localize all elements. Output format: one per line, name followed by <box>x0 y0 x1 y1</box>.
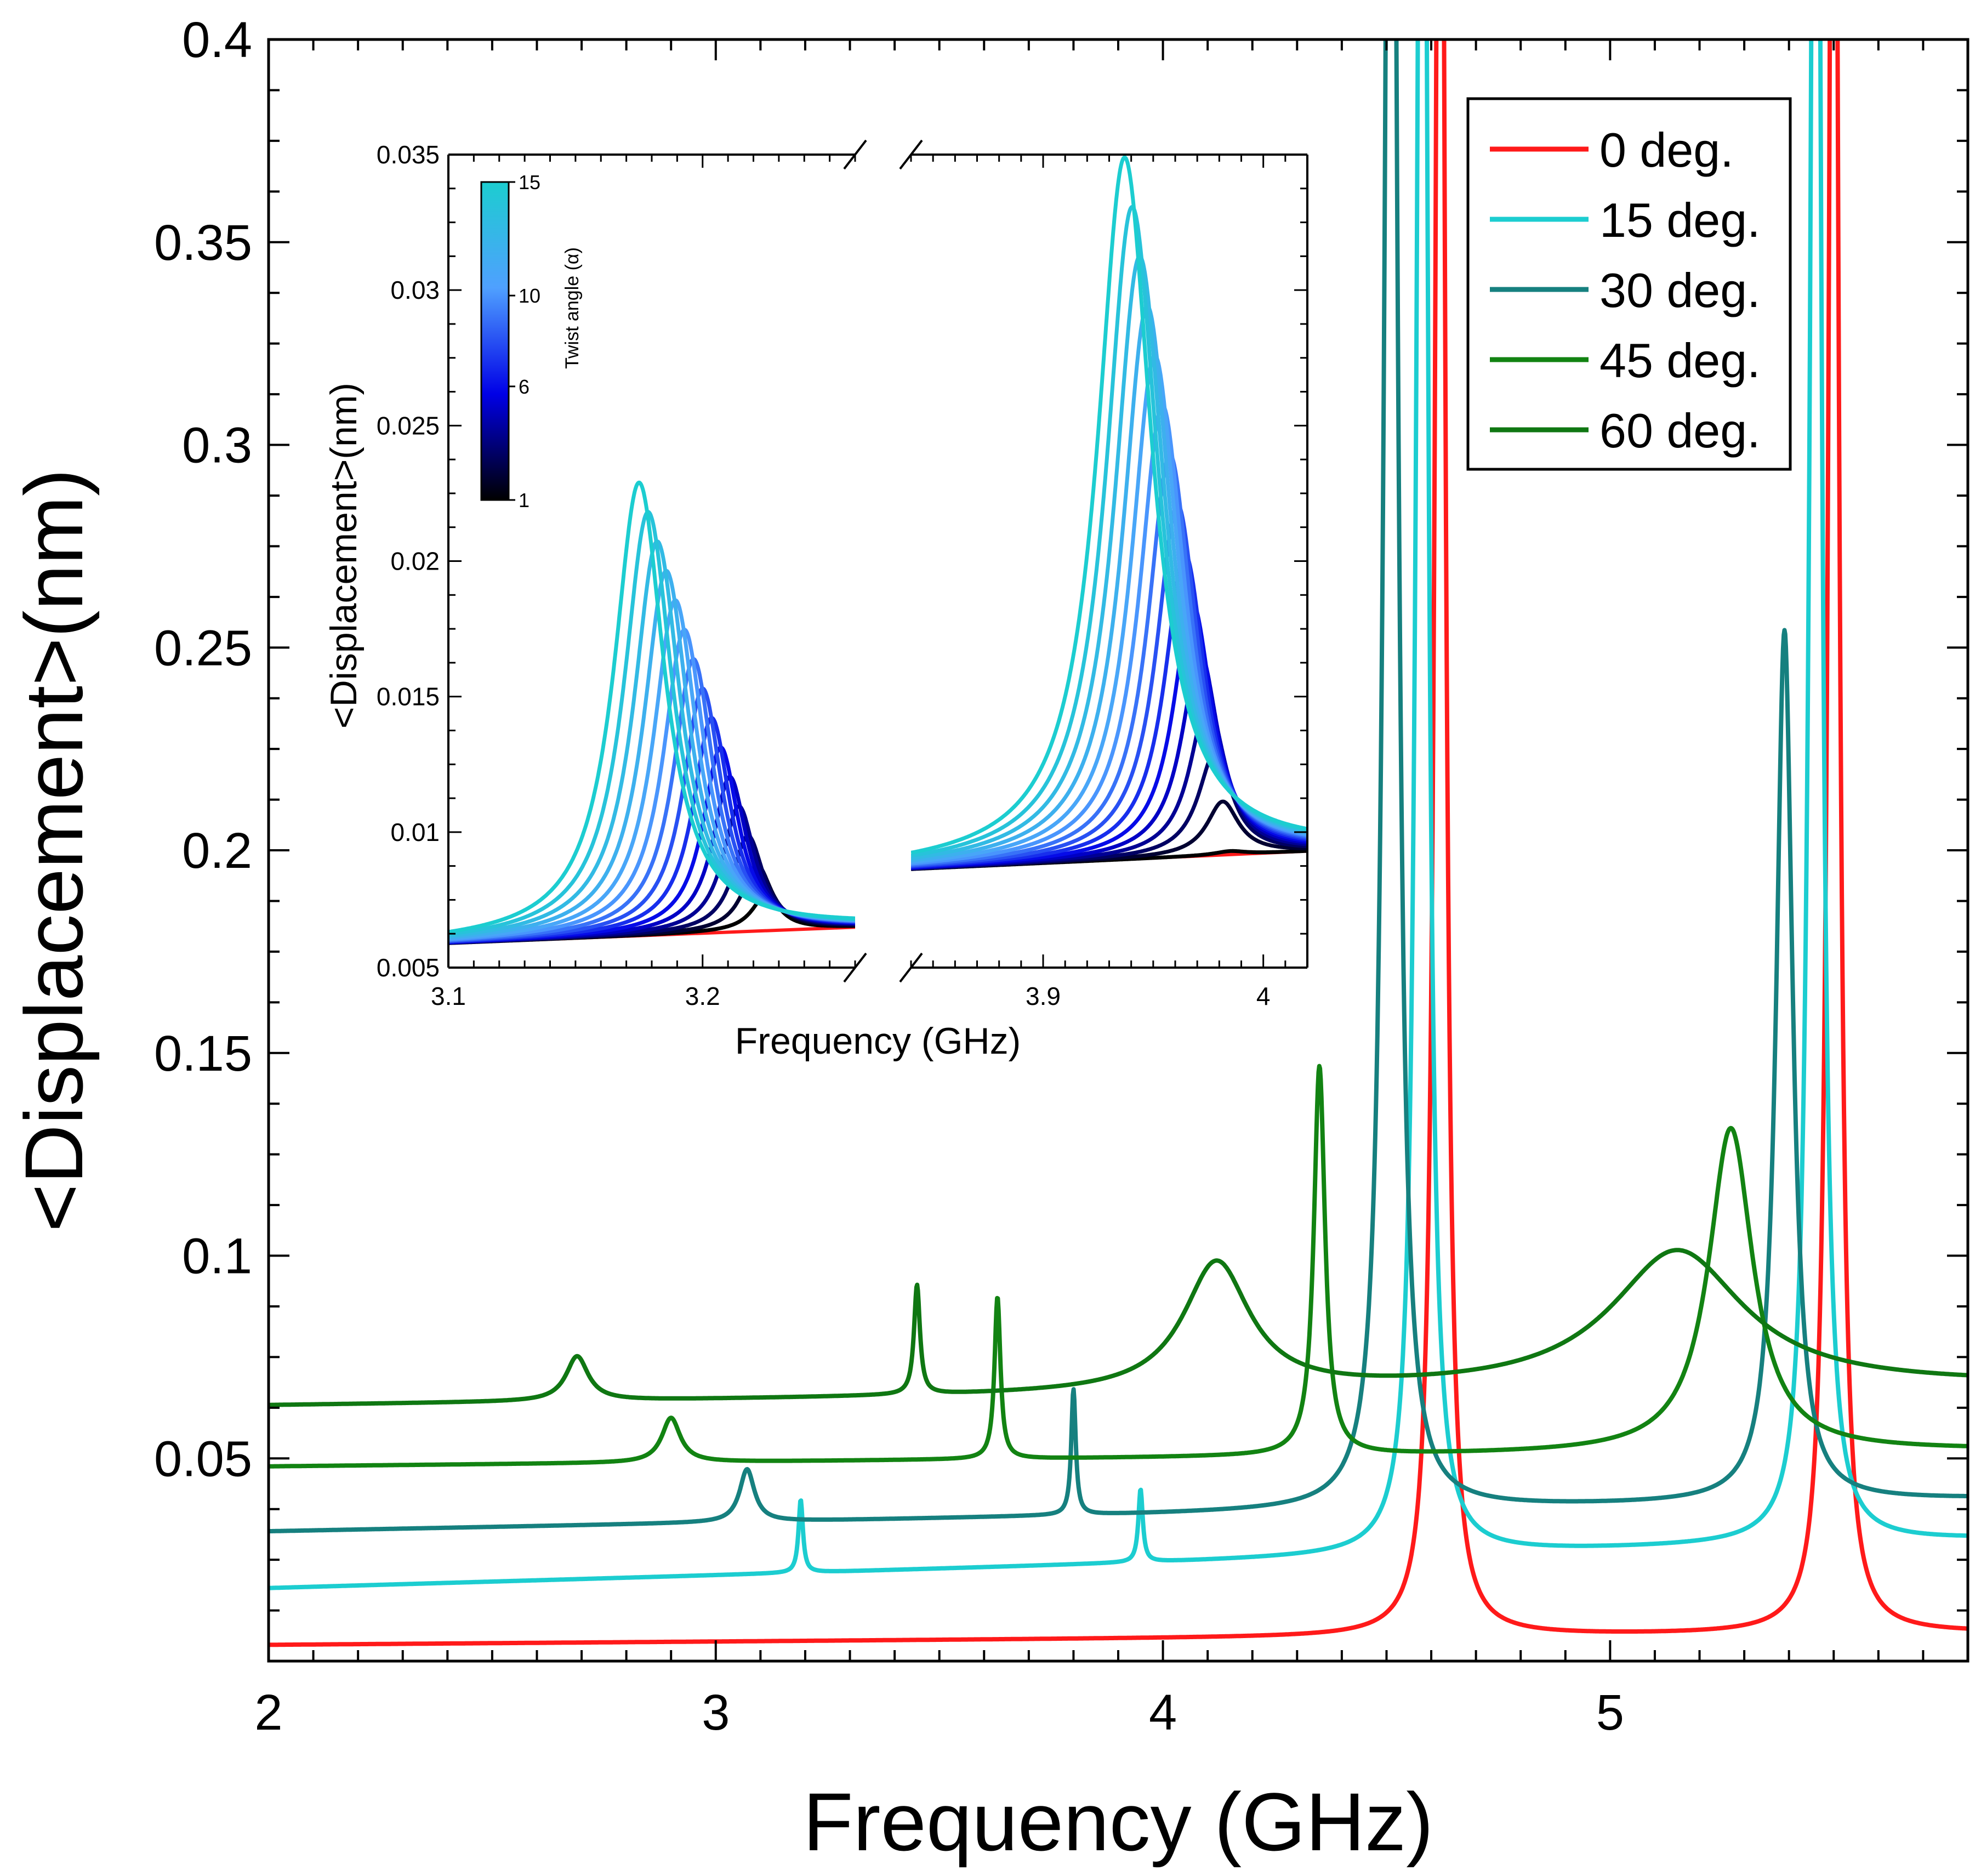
inset-y-tick-label: 0.03 <box>390 276 440 304</box>
inset-y-tick-label: 0.015 <box>377 683 440 711</box>
colorbar-tick-label: 10 <box>519 285 540 307</box>
inset-x-tick-label: 3.2 <box>685 982 720 1010</box>
inset-y-tick-label: 0.005 <box>377 953 440 982</box>
x-tick-label: 2 <box>254 1685 282 1741</box>
legend-label-2: 30 deg. <box>1599 263 1761 317</box>
series-line-4 <box>269 1248 1968 1407</box>
legend-label-0: 0 deg. <box>1599 123 1734 177</box>
y-tick-label: 0.35 <box>154 215 252 271</box>
legend: 0 deg. 15 deg. 30 deg. 45 deg. 60 deg. <box>1466 97 1792 471</box>
y-tick-label: 0.25 <box>154 620 252 676</box>
inset-x-tick-label: 3.9 <box>1026 982 1061 1010</box>
y-tick-label: 0.1 <box>182 1229 252 1284</box>
inset-y-tick-label: 0.02 <box>390 547 440 576</box>
legend-label-1: 15 deg. <box>1599 193 1761 247</box>
series-line-0 <box>269 39 1968 1647</box>
legend-label-4: 60 deg. <box>1599 403 1761 458</box>
colorbar-scale <box>480 181 510 501</box>
y-tick-label: 0.4 <box>182 12 252 68</box>
series-line-3 <box>269 1064 1968 1469</box>
y-axis-label: <Displacement>(nm) <box>8 469 100 1232</box>
inset-x-axis-label: Frequency (GHz) <box>735 1020 1021 1062</box>
colorbar-tick-label: 15 <box>519 171 540 194</box>
inset-segment-2 <box>911 155 1307 871</box>
inset-curve-angle-15 <box>448 480 855 934</box>
x-tick-label: 5 <box>1596 1685 1624 1741</box>
inset-curve-angle-15 <box>911 155 1307 855</box>
y-tick-label: 0.2 <box>182 823 252 879</box>
x-tick-label: 3 <box>702 1685 730 1741</box>
y-tick-label: 0.05 <box>154 1431 252 1487</box>
y-tick-label: 0.3 <box>182 418 252 474</box>
inset-y-tick-label: 0.01 <box>390 818 440 846</box>
colorbar-tick-label: 6 <box>519 376 530 398</box>
legend-box <box>1466 97 1792 471</box>
legend-label-3: 45 deg. <box>1599 333 1761 388</box>
series-line-1 <box>269 39 1968 1590</box>
inset-x-tick-label: 3.1 <box>431 982 466 1010</box>
inset-y-axis-label: <Displacement>(nm) <box>323 383 365 729</box>
inset-segment-1 <box>448 480 855 945</box>
x-axis-label: Frequency (GHz) <box>803 1776 1433 1868</box>
main-series-group <box>269 39 1968 1647</box>
inset-y-tick-label: 0.035 <box>377 140 440 169</box>
inset-y-tick-label: 0.025 <box>377 411 440 440</box>
colorbar-label: Twist angle (α) <box>562 247 583 369</box>
y-tick-label: 0.15 <box>154 1026 252 1082</box>
x-tick-label: 4 <box>1149 1685 1177 1741</box>
inset-axes <box>447 139 1308 983</box>
colorbar: 1 6 10 15 Twist angle (α) <box>480 171 583 511</box>
colorbar-tick-label: 1 <box>519 489 530 511</box>
series-line-2 <box>269 39 1968 1534</box>
inset-x-tick-label: 4 <box>1256 982 1271 1010</box>
